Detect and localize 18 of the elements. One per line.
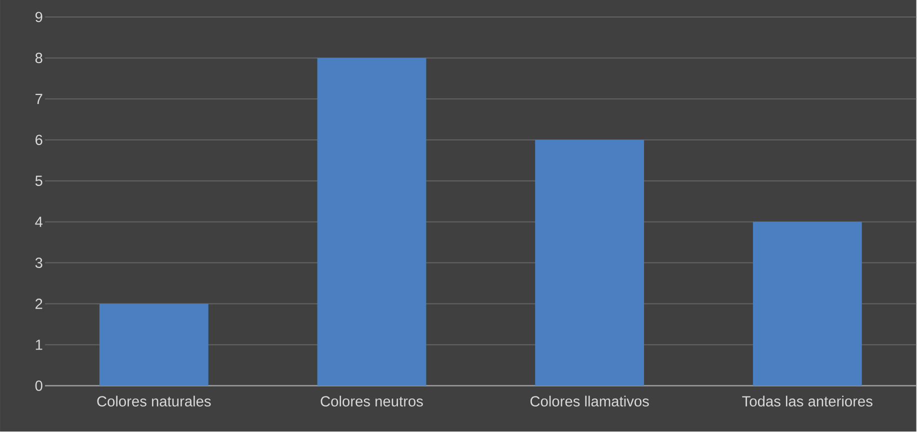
y-tick-label: 6 (36, 134, 42, 146)
bar (535, 140, 644, 386)
y-tick-label: 0 (35, 380, 42, 392)
bar (752, 222, 862, 386)
y-tick-label: 3 (35, 258, 42, 268)
bar (99, 304, 208, 386)
y-tick-label: 9 (35, 12, 42, 22)
x-tick-label: Colores llamativos (530, 396, 649, 407)
x-tick-label: Todas las anteriores (742, 396, 872, 407)
x-tick-label: Colores naturales (97, 396, 211, 407)
y-tick-label: 4 (35, 216, 42, 228)
y-tick-label: 5 (35, 176, 42, 186)
y-tick-label: 2 (36, 298, 42, 310)
y-tick-label: 8 (35, 52, 42, 64)
x-tick-label: Colores neutros (320, 396, 423, 407)
y-tick-label: 7 (36, 94, 42, 104)
bar (317, 58, 426, 386)
y-tick-label: 1 (36, 340, 42, 350)
